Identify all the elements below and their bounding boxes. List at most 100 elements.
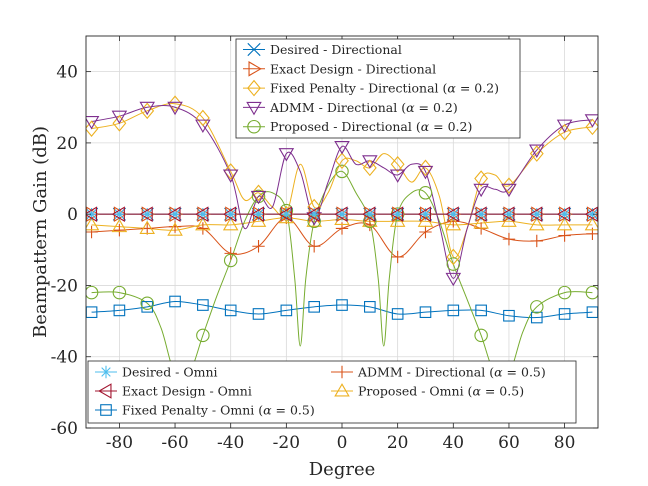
- legend-label-desired_dir: Desired - Directional: [270, 42, 402, 57]
- marker-desired_omni: [280, 207, 293, 221]
- marker-fixed_omni: [530, 311, 543, 324]
- marker-desired_omni: [224, 207, 237, 221]
- marker-fixed_omni: [391, 308, 404, 320]
- legend-label-admm_dir: ADMM - Directional (α = 0.2): [269, 100, 458, 115]
- marker-fixed_omni: [252, 308, 265, 320]
- legend-marker-desired_omni: [99, 365, 113, 379]
- marker-admm_dir: [445, 272, 462, 287]
- marker-proposed_dir: [530, 300, 544, 314]
- legend-label-exact_dir: Exact Design - Directional: [270, 61, 436, 76]
- marker-fixed_omni: [308, 301, 320, 313]
- marker-admm_dir: [250, 190, 267, 205]
- axis-ticks: -80 -60 -40 -20 0 20 40 60 80 -60 -40 -20 0 20 40: [51, 36, 598, 453]
- legend-label-paren: (: [401, 100, 406, 115]
- marker-fixed_omni: [558, 308, 571, 320]
- marker-proposed_omni: [139, 220, 155, 234]
- marker-desired_omni: [141, 207, 154, 221]
- legend-label-alpha: α: [421, 119, 430, 134]
- marker-proposed_dir: [196, 328, 210, 343]
- marker-exact_omni: [417, 206, 431, 222]
- marker-fixed_omni: [503, 309, 515, 322]
- marker-admm_dir: [529, 144, 545, 158]
- marker-exact_omni: [556, 206, 571, 222]
- marker-desired_omni: [586, 207, 598, 221]
- marker-admm_dir05: [224, 247, 237, 260]
- marker-fixed_dir: [557, 123, 572, 141]
- marker-fixed_dir: [529, 145, 544, 162]
- legend-label-value: = 0.5): [272, 403, 315, 418]
- marker-proposed_omni: [584, 216, 598, 231]
- marker-desired_omni: [419, 207, 432, 221]
- marker-fixed_dir: [168, 95, 182, 113]
- y-axis-label: Beampattern Gain (dB): [30, 126, 51, 338]
- legend-label-alpha: α: [263, 403, 272, 418]
- marker-admm_dir05: [419, 225, 432, 239]
- marker-fixed_omni: [447, 304, 460, 317]
- marker-exact_omni: [389, 206, 404, 222]
- marker-desired_omni: [447, 207, 460, 221]
- marker-admm_dir: [334, 140, 350, 155]
- x-tick-label: 80: [554, 433, 576, 453]
- marker-proposed_dir: [585, 285, 598, 300]
- marker-admm_dir: [111, 110, 128, 125]
- marker-exact_omni: [250, 206, 265, 222]
- marker-exact_omni: [86, 206, 98, 222]
- marker-fixed_omni: [224, 304, 237, 317]
- legend-label-value: = 0.5): [481, 384, 524, 399]
- marker-admm_dir: [195, 119, 211, 134]
- marker-fixed_dir: [279, 205, 294, 223]
- marker-admm_dir: [417, 165, 434, 180]
- marker-proposed_omni: [473, 215, 489, 229]
- marker-proposed_dir: [557, 285, 572, 300]
- marker-desired_omni: [196, 207, 210, 221]
- legend-label-admm_dir05: ADMM - Directional (α = 0.5): [357, 365, 546, 380]
- marker-fixed_omni: [419, 306, 432, 319]
- legend-label-desired_omni: Desired - Omni: [122, 365, 218, 380]
- x-tick-label: 60: [498, 433, 520, 453]
- marker-fixed_dir: [390, 155, 405, 173]
- marker-admm_dir05: [391, 250, 404, 264]
- legend-marker-admm_dir: [246, 101, 262, 116]
- marker-fixed_omni: [364, 301, 376, 313]
- legend-label-main: Proposed - Directional: [270, 119, 416, 134]
- marker-admm_dir: [139, 101, 155, 116]
- marker-fixed_dir: [140, 102, 155, 120]
- series-line-fixed_dir: [91, 103, 593, 259]
- legend-label-exact_omni: Exact Design - Omni: [122, 384, 252, 399]
- legend-bottom-box: [87, 360, 577, 424]
- marker-exact_omni: [334, 206, 348, 222]
- marker-proposed_omni: [195, 216, 211, 231]
- series-markers: [86, 95, 598, 343]
- legend-label-paren: (: [489, 365, 494, 380]
- legend-label-alpha: α: [406, 100, 415, 115]
- y-tick-label: 40: [56, 63, 78, 83]
- marker-desired_omni: [86, 207, 98, 221]
- marker-admm_dir: [278, 148, 295, 162]
- legend-label-proposed_omni: Proposed - Omni (α = 0.5): [358, 384, 524, 399]
- marker-fixed_dir: [335, 152, 349, 170]
- marker-exact_omni: [528, 206, 543, 222]
- marker-admm_dir05: [363, 218, 377, 232]
- marker-admm_dir05: [196, 222, 210, 235]
- legend-top-box: [235, 38, 521, 139]
- series-line-fixed_omni: [91, 300, 593, 319]
- x-tick-label: 20: [387, 433, 409, 453]
- marker-admm_dir05: [113, 224, 126, 237]
- marker-fixed_dir: [195, 109, 210, 127]
- marker-fixed_dir: [585, 118, 598, 136]
- marker-fixed_dir: [446, 248, 461, 266]
- legend-label-fixed_omni: Fixed Penalty - Omni (α = 0.5): [122, 403, 315, 418]
- marker-admm_dir05: [307, 240, 321, 253]
- marker-desired_omni: [113, 207, 126, 221]
- marker-proposed_dir: [140, 296, 154, 311]
- legend-marker-fixed_omni: [100, 404, 112, 416]
- marker-admm_dir05: [558, 229, 571, 242]
- marker-fixed_omni: [169, 295, 181, 308]
- x-tick-label: -60: [161, 433, 188, 453]
- marker-fixed_omni: [475, 304, 487, 317]
- legend-label-fixed_dir: Fixed Penalty - Directional (α = 0.2): [270, 81, 499, 96]
- marker-admm_dir05: [502, 232, 516, 246]
- legend-label-value: = 0.2): [429, 119, 472, 134]
- marker-exact_omni: [222, 206, 237, 222]
- marker-exact_omni: [194, 206, 209, 222]
